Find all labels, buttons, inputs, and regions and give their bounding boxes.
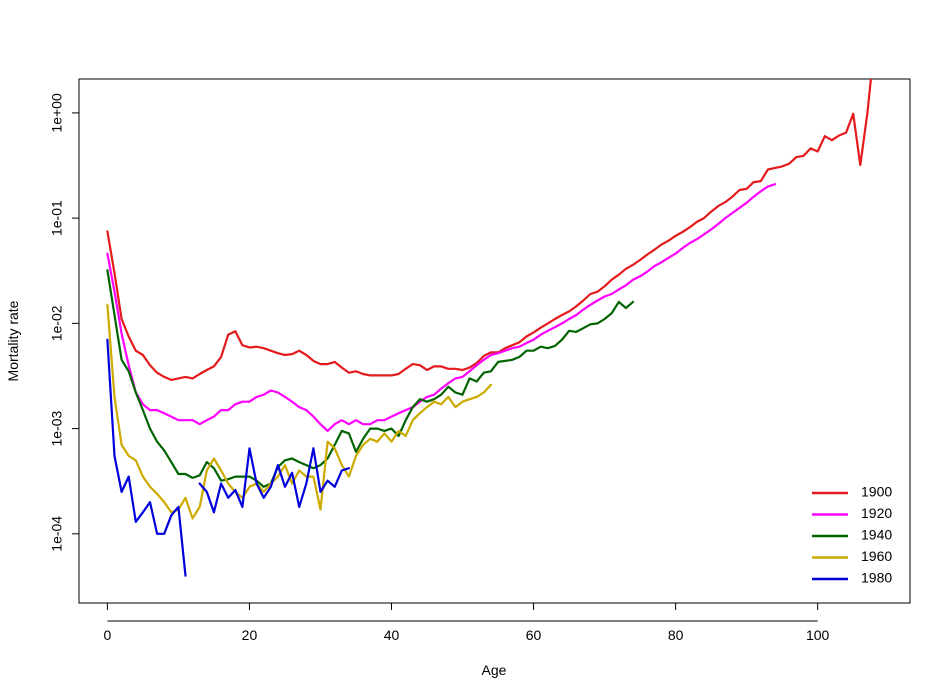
series-layer: [106, 79, 872, 577]
legend-label-1940: 1940: [861, 527, 892, 543]
series-line-1900: [106, 79, 872, 381]
x-axis: 0 20 40 60 80 100: [104, 603, 830, 643]
y-tick-label: 1e-01: [49, 200, 65, 236]
x-tick-label: 60: [526, 627, 542, 643]
series-line-1960: [106, 303, 492, 520]
y-tick-label: 1e-03: [49, 410, 65, 446]
x-tick-label: 20: [242, 627, 258, 643]
x-tick-label: 80: [668, 627, 684, 643]
legend-label-1980: 1980: [861, 570, 892, 586]
x-tick-label: 0: [104, 627, 112, 643]
legend-label-1960: 1960: [861, 548, 892, 564]
series-line-1940: [106, 269, 635, 488]
x-axis-title: Age: [482, 662, 507, 678]
x-tick-label: 100: [806, 627, 830, 643]
series-line-1920: [106, 183, 777, 432]
x-tick-label: 40: [384, 627, 400, 643]
y-axis-title: Mortality rate: [5, 300, 21, 381]
y-tick-label: 1e-02: [49, 305, 65, 341]
y-tick-label: 1e+00: [49, 93, 65, 133]
legend-label-1900: 1900: [861, 484, 892, 500]
y-tick-label: 1e-04: [49, 516, 65, 552]
legend-label-1920: 1920: [861, 505, 892, 521]
y-axis: 1e-04 1e-03 1e-02 1e-01 1e+00: [49, 93, 79, 552]
legend: 1900 1920 1940 1960 1980: [812, 484, 892, 586]
series-line-1980: [106, 338, 350, 577]
plot-frame: [78, 78, 911, 604]
